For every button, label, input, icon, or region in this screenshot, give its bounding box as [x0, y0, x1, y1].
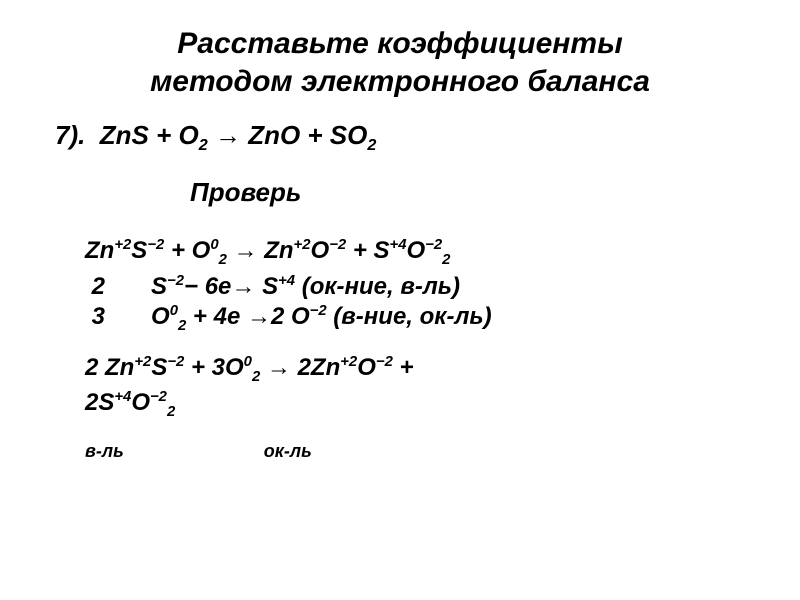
sup: 0 — [210, 237, 218, 253]
sub: 2 — [252, 369, 260, 385]
half-reaction-1: 2 S−2− 6e→ S+4 (ок-ние, в-ль) — [50, 272, 750, 302]
sup: −2 — [310, 303, 327, 319]
note: (в-ние, ок-ль) — [327, 303, 492, 330]
half-reaction-2: 3O02 + 4e →2 O−2 (в-ние, ок-ль) — [50, 302, 750, 335]
oxidant-label: ок-ль — [264, 441, 312, 461]
balanced-equation-line2: 2S+4O−22 — [50, 388, 750, 421]
sup: −2 — [167, 354, 184, 370]
coef: 3 — [92, 303, 105, 330]
sup: +2 — [134, 354, 151, 370]
footer-labels: в-ль ок-ль — [50, 440, 750, 463]
sup: −2 — [150, 389, 167, 405]
coef: 2 — [92, 273, 105, 300]
sup: −2 — [167, 273, 184, 289]
note: (ок-ние, в-ль) — [295, 273, 460, 300]
t: S — [131, 237, 147, 264]
t: S — [151, 273, 167, 300]
t: Zn — [85, 237, 114, 264]
t: + — [393, 354, 414, 381]
sup: +4 — [390, 237, 407, 253]
sup: −2 — [147, 237, 164, 253]
sub: 2 — [167, 404, 175, 420]
t: + — [346, 237, 373, 264]
sup: +4 — [114, 389, 131, 405]
t: S — [374, 237, 390, 264]
product-text: ZnO + SO — [248, 120, 367, 150]
sub: 2 — [199, 136, 208, 154]
sup: +2 — [340, 354, 357, 370]
t: O — [357, 354, 376, 381]
ionic-equation: Zn+2S−2 + O02 → Zn+2O−2 + S+4O−22 — [50, 236, 750, 269]
t: + — [164, 237, 191, 264]
slide-title: Расставьте коэффициенты методом электрон… — [50, 25, 750, 100]
t: O — [311, 237, 330, 264]
arrow: → — [227, 237, 264, 264]
t: 2 Zn — [85, 354, 134, 381]
title-line2: методом электронного баланса — [150, 65, 650, 98]
reductant-label: в-ль — [85, 441, 124, 461]
check-label: Проверь — [50, 177, 750, 208]
sup: +2 — [114, 237, 131, 253]
balanced-equation-line1: 2 Zn+2S−2 + 3O02 → 2Zn+2O−2 + — [50, 353, 750, 386]
sub: 2 — [219, 252, 227, 268]
sup: +2 — [294, 237, 311, 253]
t: O — [407, 237, 426, 264]
sup: +4 — [278, 273, 295, 289]
t: + 4e →2 O — [186, 303, 309, 330]
sup: −2 — [376, 354, 393, 370]
sup: 0 — [244, 354, 252, 370]
problem-number: 7). — [55, 120, 85, 150]
t: O — [151, 303, 170, 330]
t: − 6e→ S — [184, 273, 278, 300]
sup: 0 — [170, 303, 178, 319]
t: 2Zn — [298, 354, 341, 381]
sup: −2 — [329, 237, 346, 253]
arrow: → — [208, 120, 248, 150]
t: S — [151, 354, 167, 381]
arrow: → — [260, 354, 297, 381]
t: 2S — [85, 389, 114, 416]
reactant-text: ZnS + O — [100, 120, 199, 150]
sub: 2 — [442, 252, 450, 268]
sup: −2 — [425, 237, 442, 253]
sub: 2 — [367, 136, 376, 154]
t: + 3O — [184, 354, 243, 381]
t: Zn — [264, 237, 293, 264]
t: O — [192, 237, 211, 264]
title-line1: Расставьте коэффициенты — [177, 27, 622, 60]
problem-equation: 7). ZnS + O2 → ZnO + SO2 — [50, 120, 750, 155]
t: O — [131, 389, 150, 416]
